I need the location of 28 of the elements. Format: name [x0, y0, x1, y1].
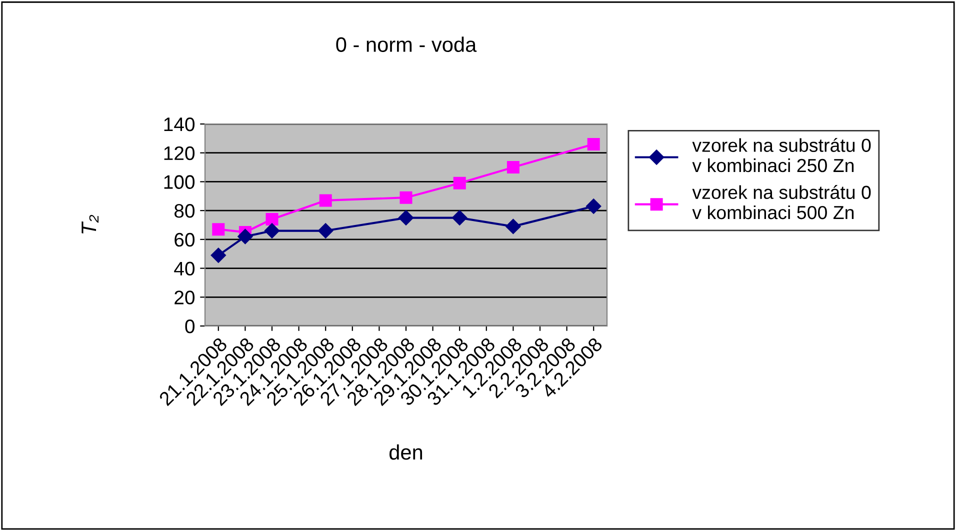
chart-title: 0 - norm - voda	[336, 36, 477, 52]
point	[452, 210, 468, 226]
point	[398, 210, 414, 226]
y-tick-label: 80	[174, 204, 195, 218]
point	[586, 198, 602, 214]
point	[506, 218, 521, 234]
legend-label: vzorek na substrátu 0 v kombinaci 500 Zn	[692, 185, 871, 220]
y-tick-label: 120	[164, 146, 195, 160]
point	[264, 223, 280, 238]
point	[212, 223, 225, 236]
legend-label: vzorek na substrátu 0 v kombinaci 250 Zn	[692, 138, 871, 172]
point	[400, 191, 412, 204]
point	[319, 194, 332, 207]
y-tick-label: 140	[164, 117, 195, 132]
y-tick-label: 40	[174, 262, 195, 276]
point	[587, 138, 600, 150]
y-tick-label: 0	[185, 319, 195, 334]
point	[210, 248, 226, 263]
y-tick-label: 60	[174, 232, 195, 247]
point	[266, 212, 278, 226]
point	[506, 161, 520, 174]
point	[453, 176, 466, 190]
point	[318, 223, 334, 238]
y-tick-label: 100	[164, 175, 195, 189]
point	[238, 228, 253, 244]
x-axis-title: den	[390, 444, 422, 460]
y-axis-title: T₂	[82, 214, 98, 234]
y-tick-label: 20	[174, 290, 195, 304]
